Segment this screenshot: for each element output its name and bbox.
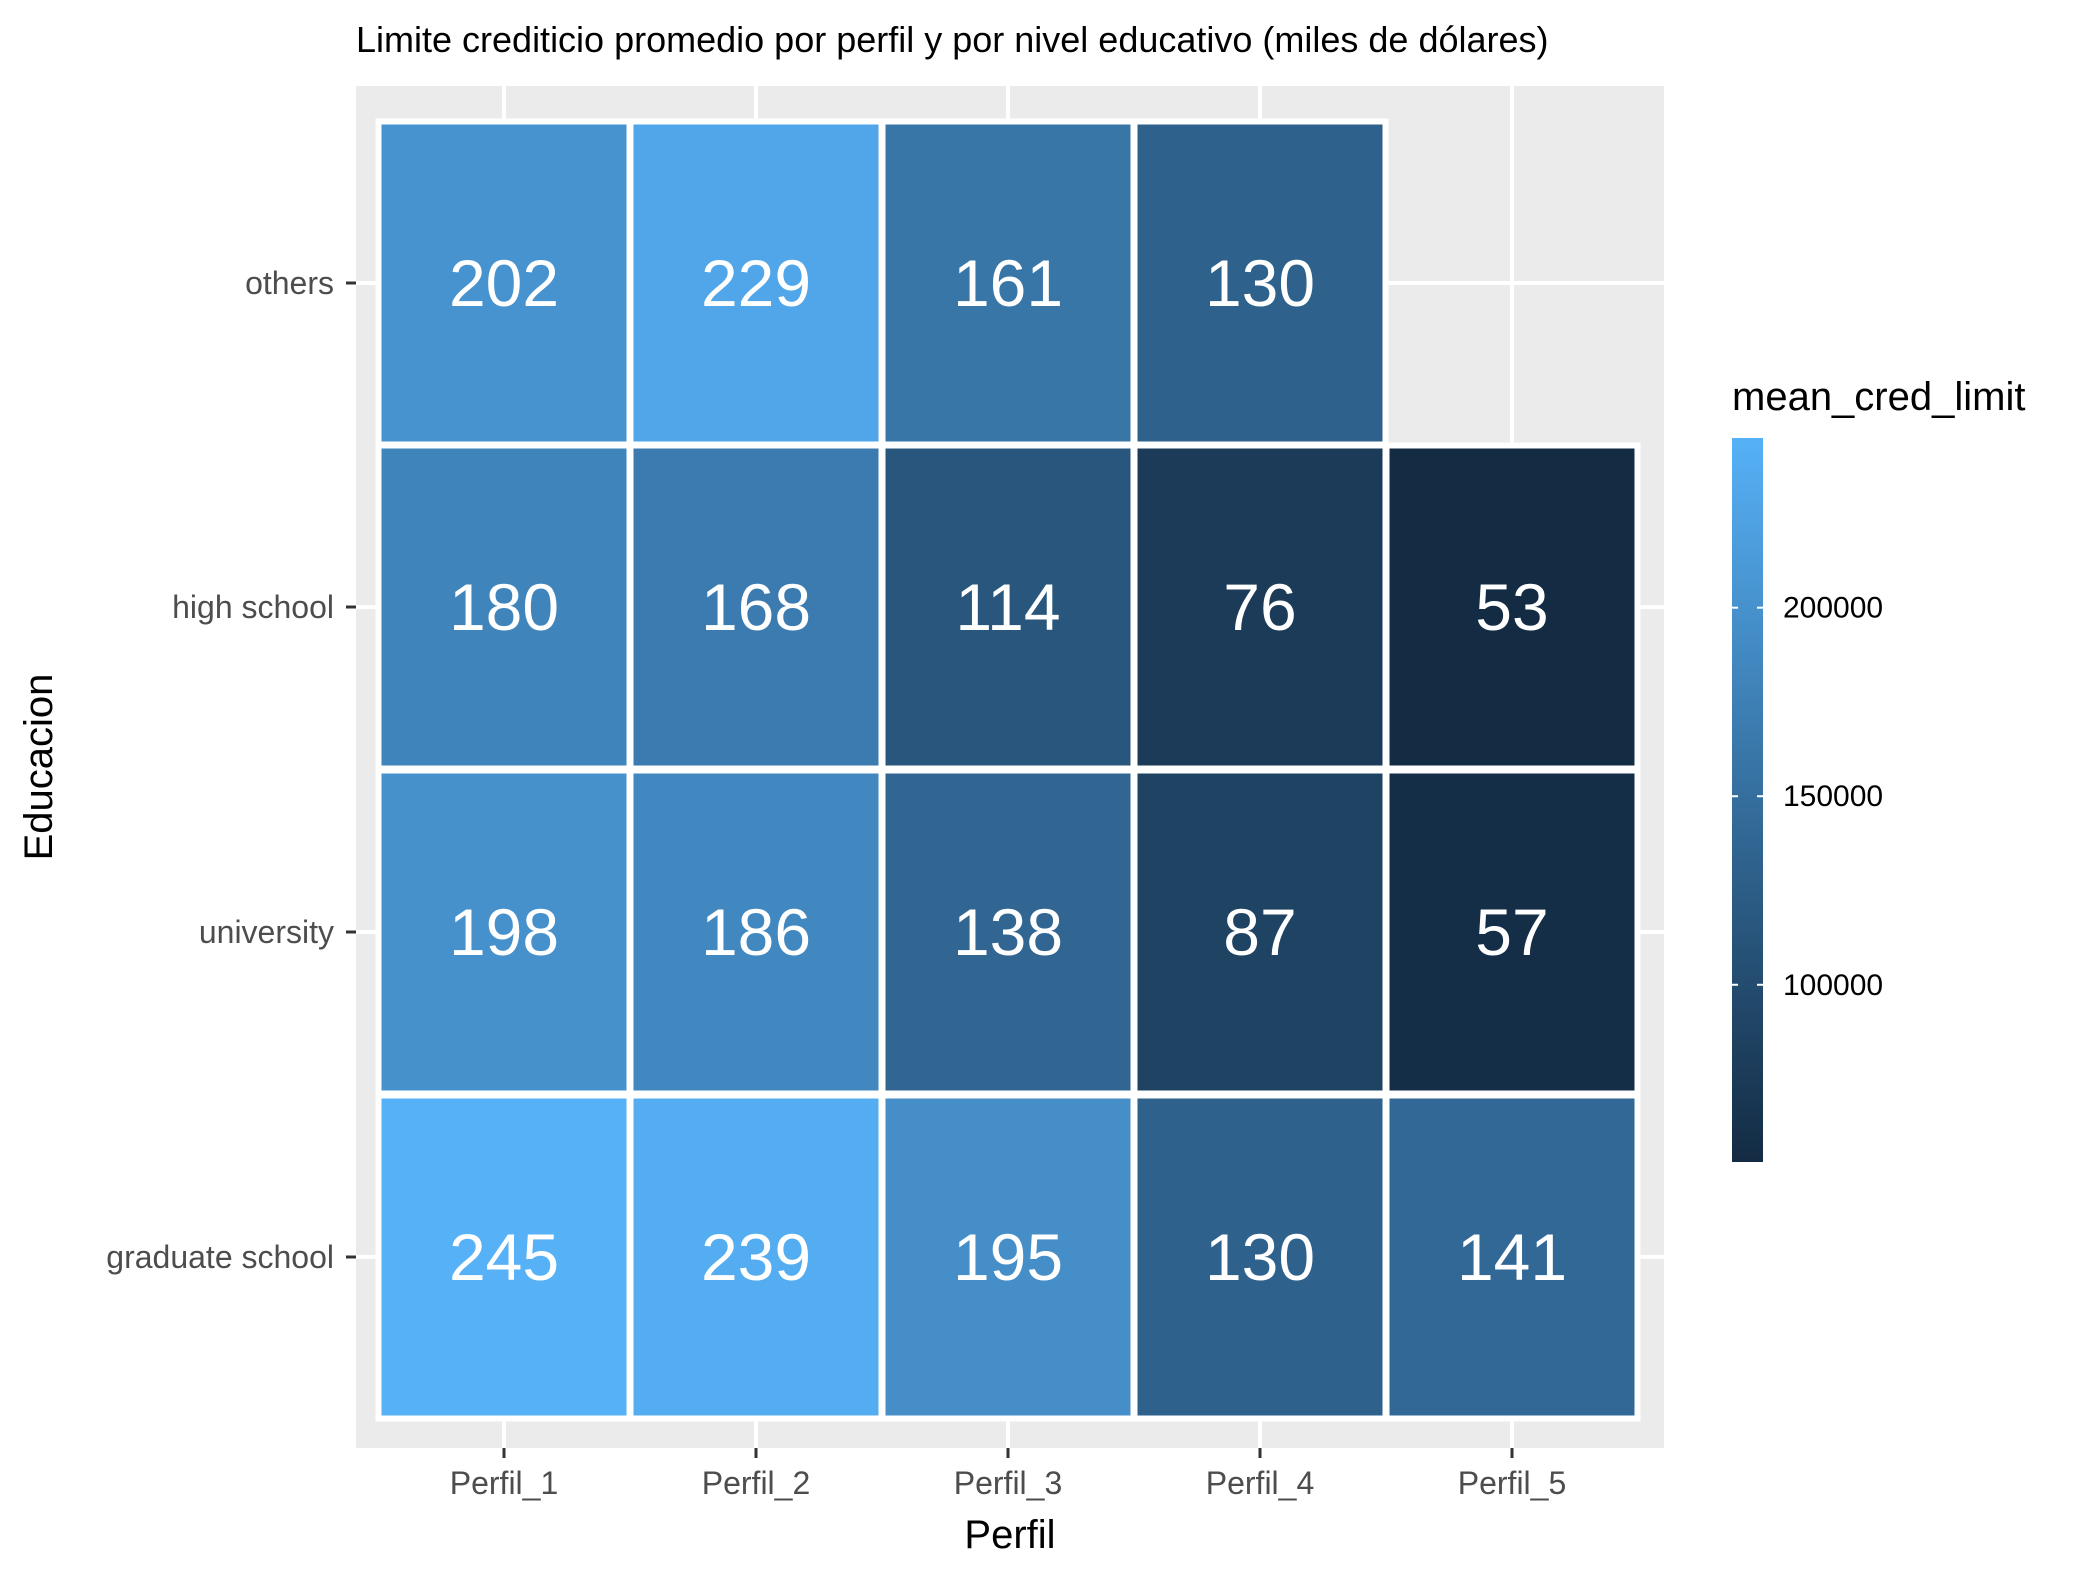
- cell-value-label: 198: [449, 895, 559, 969]
- x-axis-title: Perfil: [964, 1513, 1055, 1557]
- cell-value-label: 168: [701, 570, 811, 644]
- cell-value-label: 141: [1457, 1220, 1567, 1294]
- legend-colorbar: [1732, 438, 1763, 1162]
- cell-value-label: 202: [449, 246, 559, 320]
- heatmap-cell: [1131, 1092, 1389, 1422]
- legend-ticks: 200000 150000 100000: [1732, 592, 1883, 1002]
- y-axis: graduate school university high school othe…: [106, 265, 356, 1275]
- cell-value-label: 76: [1223, 570, 1296, 644]
- heatmap-cell: [1131, 118, 1389, 448]
- y-tick-label: high school: [172, 589, 334, 625]
- heatmap-cell: [627, 118, 885, 448]
- heatmap-cell: [1383, 442, 1641, 772]
- heatmap-cell: [879, 1092, 1137, 1422]
- legend-title: mean_cred_limit: [1732, 375, 2025, 419]
- x-tick-label: Perfil_3: [954, 1465, 1063, 1501]
- cell-value-label: 186: [701, 895, 811, 969]
- cell-value-label: 130: [1205, 246, 1315, 320]
- cell-value-label: 161: [953, 246, 1063, 320]
- cell-value-label: 130: [1205, 1220, 1315, 1294]
- x-tick-label: Perfil_1: [450, 1465, 559, 1501]
- heatmap-cell: [627, 1092, 885, 1422]
- cell-value-label: 53: [1475, 570, 1548, 644]
- cell-labels: 202 229 161 130 180 168 114 76 53 198 186 138 87 57 24…: [449, 246, 1567, 1294]
- heatmap-cell: [1383, 1092, 1641, 1422]
- y-axis-title: Educacion: [17, 674, 61, 861]
- heatmap-cell: [375, 1092, 633, 1422]
- legend-tick-label: 150000: [1783, 780, 1883, 813]
- cell-value-label: 87: [1223, 895, 1296, 969]
- heatmap-cell: [375, 118, 633, 448]
- heatmap-cell: [879, 442, 1137, 772]
- legend-tick-label: 100000: [1783, 969, 1883, 1002]
- x-tick-label: Perfil_5: [1458, 1465, 1567, 1501]
- cell-value-label: 245: [449, 1220, 559, 1294]
- heatmap-cell: [627, 767, 885, 1097]
- cell-value-label: 180: [449, 570, 559, 644]
- cell-value-label: 57: [1475, 895, 1548, 969]
- x-tick-label: Perfil_2: [702, 1465, 811, 1501]
- x-axis: Perfil_1 Perfil_2 Perfil_3 Perfil_4 Perfil_5: [450, 1448, 1567, 1501]
- y-tick-label: university: [199, 914, 334, 950]
- chart-title: Limite crediticio promedio por perfil y …: [356, 19, 1549, 60]
- cell-value-label: 195: [953, 1220, 1063, 1294]
- x-tick-label: Perfil_4: [1206, 1465, 1315, 1501]
- heatmap-cells: [375, 118, 1641, 1422]
- legend: mean_cred_limit 200000 150000 100000: [1732, 375, 2025, 1162]
- y-tick-label: others: [245, 265, 334, 301]
- cell-value-label: 138: [953, 895, 1063, 969]
- cell-value-label: 114: [955, 570, 1060, 644]
- cell-value-label: 229: [701, 246, 811, 320]
- cell-value-label: 239: [701, 1220, 811, 1294]
- heatmap-cell: [375, 767, 633, 1097]
- y-tick-label: graduate school: [106, 1239, 334, 1275]
- legend-tick-label: 200000: [1783, 592, 1883, 625]
